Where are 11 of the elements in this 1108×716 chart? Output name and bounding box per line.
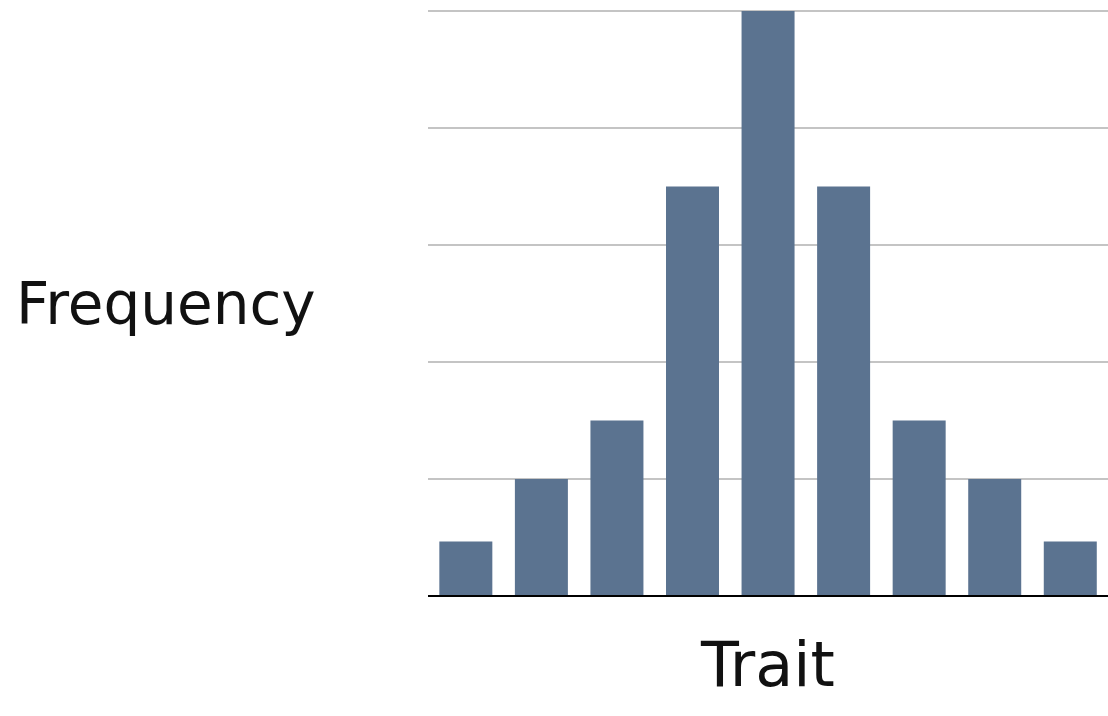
bar [892,420,946,596]
bar [817,186,871,596]
y-axis-title: Frequency [16,270,316,338]
bar [968,479,1022,596]
bar [666,186,719,596]
x-axis-title: Trait [699,628,836,701]
bar [590,420,644,596]
bar [1043,541,1097,596]
bar [439,541,493,596]
bar [514,479,568,596]
bar [741,11,795,596]
